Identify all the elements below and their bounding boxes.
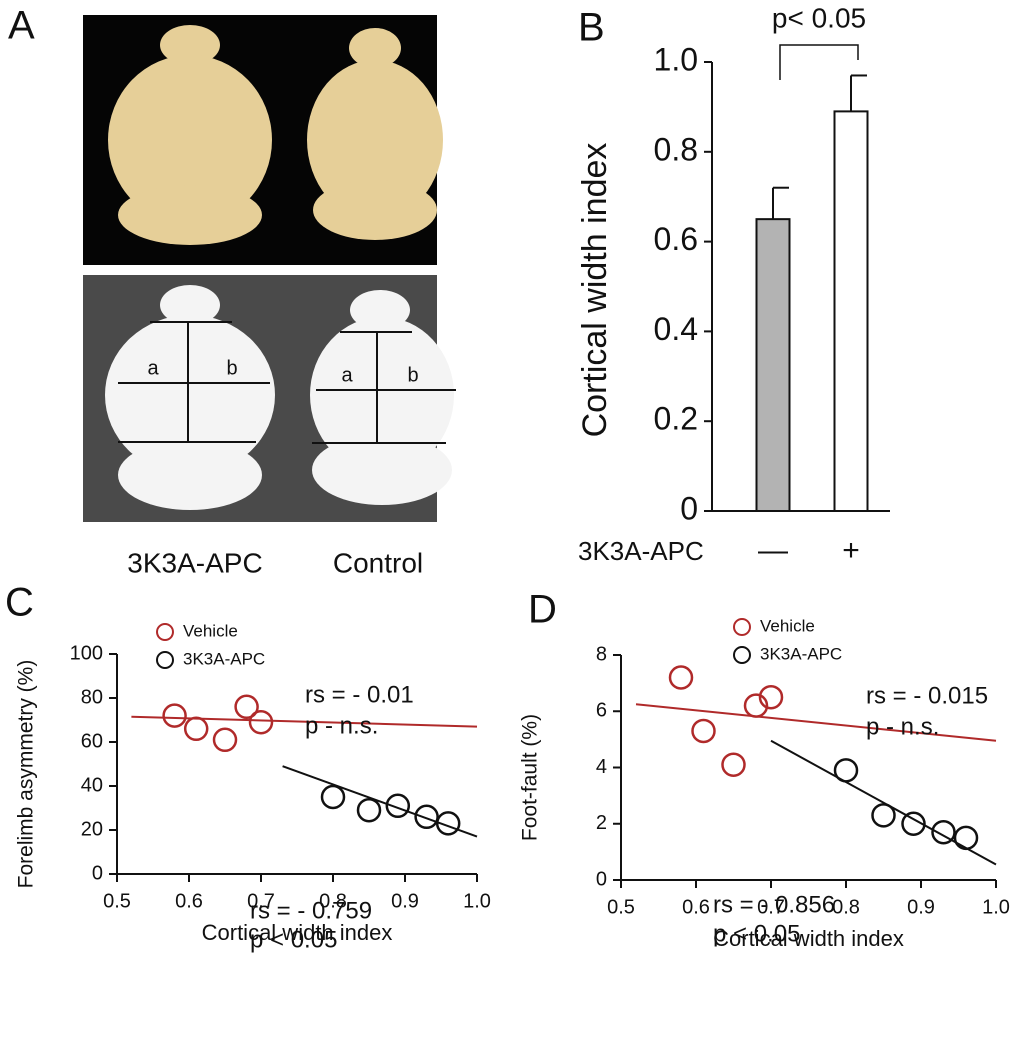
legend-marker (733, 618, 751, 636)
fit-line (131, 715, 478, 728)
annotation: p < 0.05 (250, 926, 337, 953)
x-tick-label: 0.9 (907, 896, 935, 918)
y-tick-label: 0.2 (654, 401, 698, 437)
annotation: p - n.s. (305, 712, 378, 739)
point (414, 804, 439, 830)
x-tick-label: 0.8 (319, 890, 347, 912)
x-tick-label: 0.6 (682, 896, 710, 918)
measure-lines (118, 321, 456, 444)
point (758, 684, 784, 710)
y-axis-title: Cortical width index (576, 143, 614, 438)
point (212, 727, 238, 753)
point (931, 819, 956, 845)
panel-a: A a b a b 3K3A-APC Control (8, 4, 456, 578)
y-tick-label: 0.6 (654, 221, 698, 257)
x-tick-label: 0.5 (103, 890, 131, 912)
x-axis-title: 3K3A-APC (578, 536, 704, 566)
y-tick-label: 8 (596, 643, 607, 665)
x-tick-label: 0.9 (391, 890, 419, 912)
x-tick-label: — (758, 534, 788, 567)
significance-bracket (779, 44, 859, 80)
point (356, 797, 382, 823)
measure-label: a (147, 357, 159, 379)
annotation: p< 0.05 (772, 2, 866, 33)
fit-line (635, 703, 997, 742)
point (743, 693, 769, 718)
caption: 3K3A-APC (127, 547, 262, 578)
fit-line (770, 739, 997, 866)
x-tick-label: 1.0 (982, 896, 1010, 918)
point (668, 665, 694, 690)
y-tick-label: 0.8 (654, 131, 698, 167)
y-tick-label: 2 (596, 812, 607, 834)
y-tick-label: 60 (81, 730, 103, 752)
x-tick-label: + (842, 534, 860, 567)
legend-marker (733, 646, 751, 664)
y-tick-label: 4 (596, 756, 607, 778)
legend-label: 3K3A-APC (183, 649, 265, 668)
legend-label: Vehicle (183, 621, 238, 640)
y-axis-title: Forelimb asymmetry (%) (15, 660, 38, 889)
point (234, 694, 259, 720)
brains-bottom (105, 285, 454, 510)
point (871, 803, 896, 828)
y-tick-label: 40 (81, 774, 103, 796)
bar (833, 110, 869, 512)
y-tick-label: 6 (596, 700, 607, 722)
point (721, 752, 746, 777)
x-tick-label: 0.8 (832, 896, 860, 918)
annotation: rs = - 0.015 (866, 682, 988, 709)
annotation: p - n.s. (866, 713, 939, 740)
bar (755, 218, 791, 512)
point (385, 793, 411, 819)
panel-label: C (5, 581, 34, 625)
brains-top (108, 25, 443, 245)
y-tick-label: 80 (81, 686, 103, 708)
measure-label: b (226, 357, 237, 379)
fit-line (282, 765, 478, 838)
y-tick-label: 0 (680, 490, 698, 526)
panel-label: A (8, 4, 35, 48)
point (901, 811, 926, 836)
y-tick-label: 20 (81, 818, 103, 840)
legend-marker (156, 651, 174, 669)
y-axis-title: Foot-fault (%) (519, 714, 542, 841)
point (248, 709, 274, 735)
x-axis-title: Cortical width index (202, 920, 393, 945)
point (162, 703, 187, 728)
y-tick-label: 100 (70, 642, 103, 664)
x-tick-label: 1.0 (463, 890, 491, 912)
x-tick-label: 0.7 (247, 890, 275, 912)
measure-label: a (341, 364, 353, 386)
measure-label: b (407, 364, 418, 386)
legend-marker (156, 623, 174, 641)
y-tick-label: 0 (596, 868, 607, 890)
y-tick-label: 0 (92, 862, 103, 884)
point (953, 825, 979, 851)
x-tick-label: 0.5 (607, 896, 635, 918)
annotation: rs = - 0.856 (713, 891, 835, 918)
panel-label: B (578, 6, 605, 50)
point (435, 811, 461, 836)
annotation: rs = - 0.759 (250, 897, 372, 924)
x-tick-label: 0.7 (757, 896, 785, 918)
legend-label: Vehicle (760, 616, 815, 635)
x-axis-title: Cortical width index (713, 926, 904, 951)
point (691, 718, 716, 744)
point (833, 758, 859, 783)
y-tick-label: 1.0 (654, 41, 698, 77)
point (183, 716, 209, 742)
legend-label: 3K3A-APC (760, 644, 842, 663)
point (320, 784, 346, 810)
panel-label: D (528, 588, 557, 632)
y-tick-label: 0.4 (654, 311, 698, 347)
caption: Control (333, 547, 423, 578)
annotation: p < 0.05 (713, 920, 800, 947)
x-tick-label: 0.6 (175, 890, 203, 912)
annotation: rs = - 0.01 (305, 681, 414, 708)
